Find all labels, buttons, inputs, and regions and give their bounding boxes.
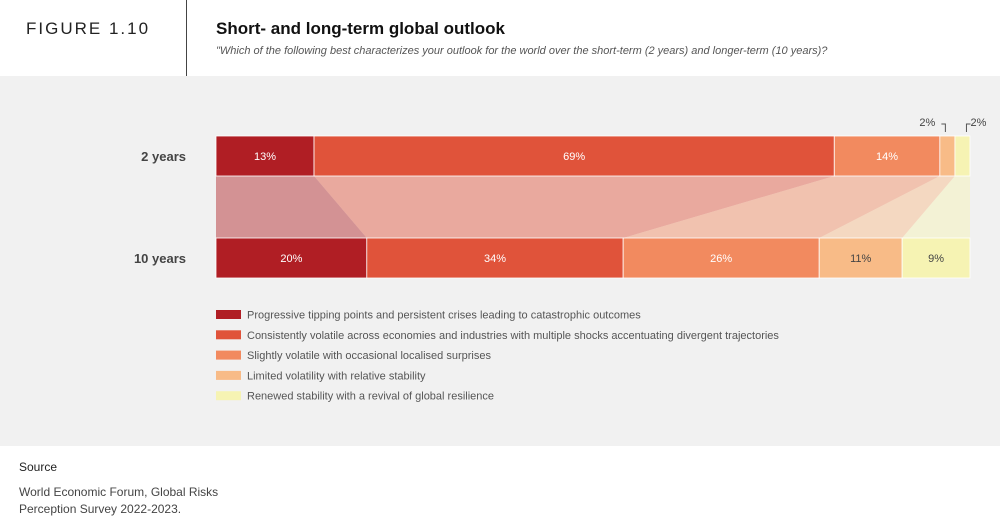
chart-subtitle: "Which of the following best characteriz…	[216, 45, 828, 57]
legend-label: Limited volatility with relative stabili…	[247, 370, 426, 382]
bar-segment	[954, 135, 971, 177]
data-label: 2%	[971, 117, 987, 129]
data-label: 69%	[563, 151, 585, 163]
legend-swatch	[216, 391, 241, 401]
connector-band	[902, 176, 970, 238]
bar-segment	[215, 237, 368, 279]
data-label: 2%	[919, 117, 935, 129]
stacked-bar-chart: 13% 69% 14% 2% 2% 2 years 20% 34% 26% 11% 9% 10 yea…	[134, 117, 987, 403]
bar-segment	[901, 237, 971, 279]
source-heading: Source	[19, 460, 58, 474]
data-label: 13%	[254, 151, 276, 163]
figure-header: FIGURE 1.10 Short- and long-term global …	[0, 0, 1000, 76]
data-label: 20%	[280, 253, 302, 265]
category-label: 2 years	[141, 149, 186, 164]
legend-label: Renewed stability with a revival of glob…	[247, 391, 494, 403]
header-divider	[186, 0, 187, 76]
legend-swatch	[216, 330, 241, 340]
data-label: 26%	[710, 253, 732, 265]
data-label: 34%	[484, 253, 506, 265]
bar-segment	[622, 237, 820, 279]
legend-swatch	[216, 350, 241, 360]
legend-swatch	[216, 310, 241, 319]
legend-label: Slightly volatile with occasional locali…	[247, 350, 491, 362]
bar-segment	[939, 135, 956, 177]
legend-label: Progressive tipping points and persisten…	[247, 310, 641, 322]
chart-panel: 13% 69% 14% 2% 2% 2 years 20% 34% 26% 11% 9% 10 yea…	[0, 76, 1000, 446]
bar-segment	[215, 135, 315, 177]
legend-swatch	[216, 370, 241, 380]
connector-band	[819, 176, 955, 238]
label-bracket	[941, 123, 946, 132]
label-bracket	[965, 123, 971, 132]
data-label: 14%	[876, 151, 898, 163]
connector-band	[216, 176, 367, 238]
data-label: 9%	[928, 253, 944, 265]
data-label: 11%	[850, 253, 871, 265]
legend-label: Consistently volatile across economies a…	[247, 330, 779, 342]
figure-label: FIGURE 1.10	[26, 19, 151, 38]
category-label: 10 years	[134, 251, 186, 266]
bar-segment	[366, 237, 624, 279]
chart-title: Short- and long-term global outlook	[216, 19, 505, 38]
source-text: World Economic Forum, Global Risks Perce…	[19, 485, 219, 516]
connector-band	[314, 176, 835, 238]
connector-band	[623, 176, 940, 238]
